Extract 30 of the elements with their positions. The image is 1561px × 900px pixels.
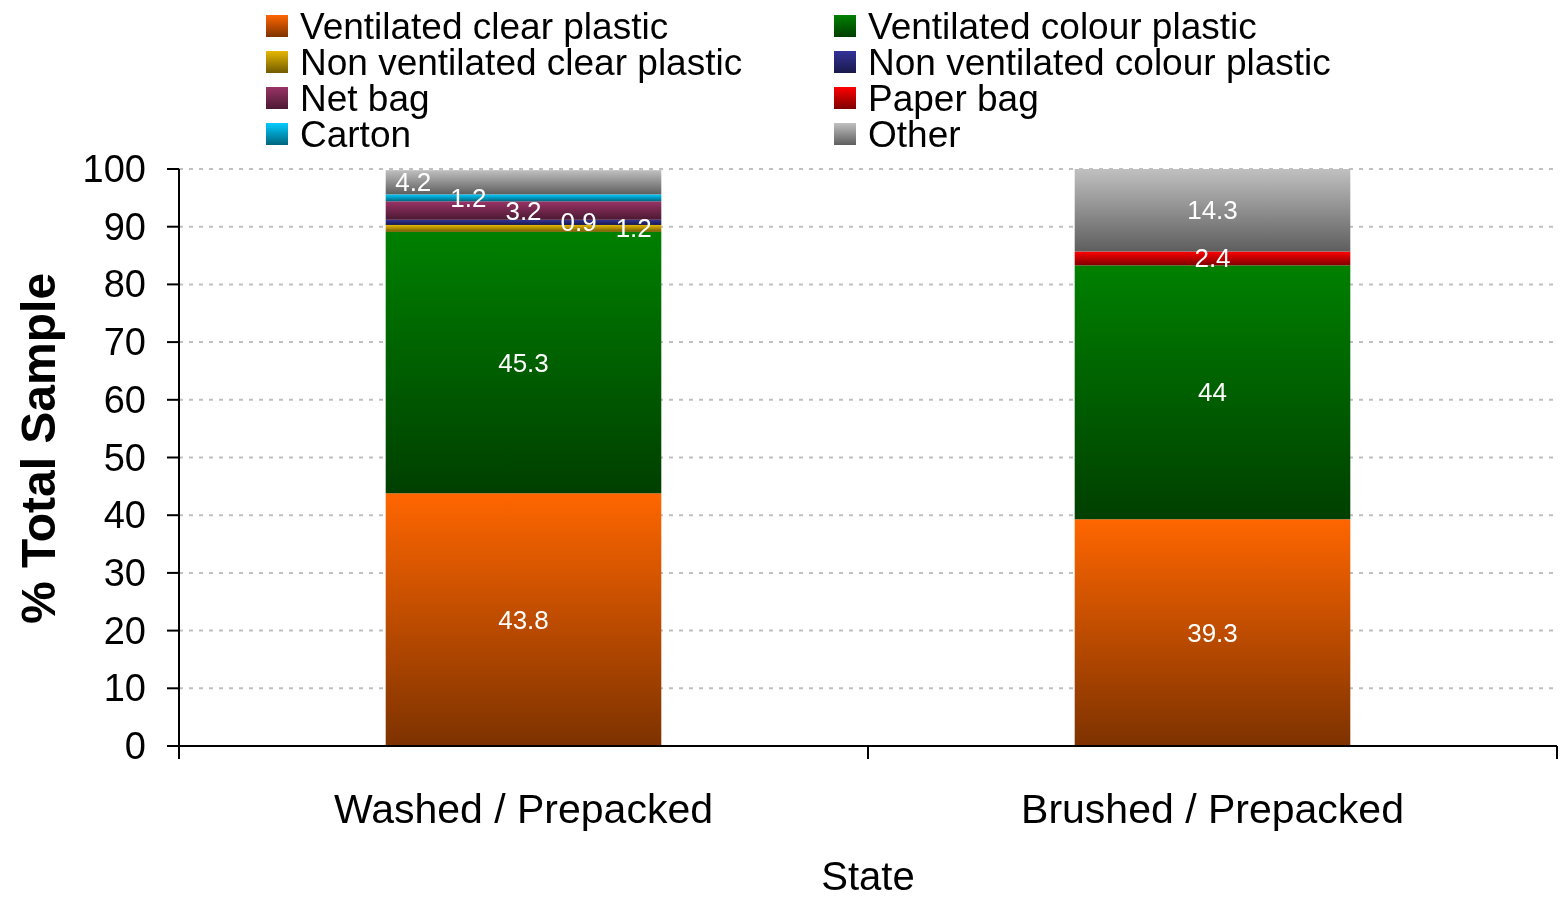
- y-axis-title: % Total Sample: [11, 272, 65, 625]
- y-tick-label: 60: [103, 378, 146, 421]
- y-tick-label: 0: [124, 725, 146, 767]
- bar: [1074, 265, 1351, 520]
- bar: [385, 493, 662, 746]
- y-tick-label: 100: [82, 148, 146, 190]
- y-tick-label: 10: [103, 667, 146, 710]
- y-tick-label: 40: [103, 494, 146, 537]
- x-tick-label: Washed / Prepacked: [333, 786, 714, 832]
- data-label: 4.2: [395, 167, 432, 198]
- data-label: 2.4: [1194, 243, 1231, 274]
- x-axis-title: State: [821, 854, 915, 898]
- y-tick-label: 30: [103, 551, 146, 594]
- data-label: 14.3: [1187, 195, 1238, 226]
- y-tick-label: 50: [103, 436, 146, 479]
- y-tick-label: 90: [103, 205, 146, 248]
- legend-label: Ventilated colour plastic: [868, 5, 1257, 47]
- data-label: 44: [1198, 377, 1227, 408]
- legend-label: Paper bag: [868, 77, 1039, 119]
- bar: [1074, 519, 1351, 746]
- data-label: 39.3: [1187, 617, 1238, 648]
- y-tick-label: 70: [103, 321, 146, 364]
- data-label: 45.3: [498, 347, 549, 378]
- data-label: 3.2: [505, 195, 542, 226]
- data-label: 43.8: [498, 604, 549, 635]
- x-tick-label: Brushed / Prepacked: [1021, 786, 1404, 832]
- y-tick-label: 80: [103, 263, 146, 306]
- y-tick-label: 20: [103, 609, 146, 652]
- legend-label: Ventilated clear plastic: [300, 5, 669, 47]
- data-label: 1.2: [615, 213, 652, 244]
